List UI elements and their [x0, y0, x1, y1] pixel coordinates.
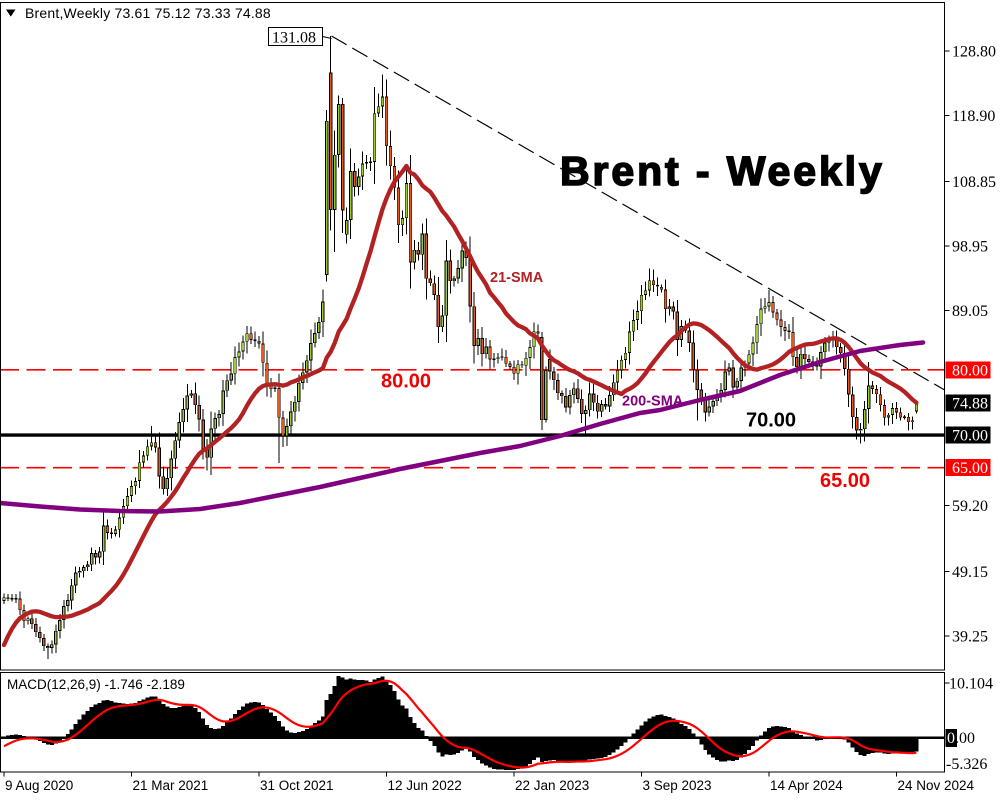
svg-text:65.00: 65.00 [820, 470, 870, 492]
svg-text:Brent - Weekly: Brent - Weekly [560, 148, 885, 194]
svg-text:108.85: 108.85 [952, 174, 996, 191]
svg-text:12 Jun 2022: 12 Jun 2022 [388, 778, 462, 793]
svg-text:39.25: 39.25 [952, 628, 988, 645]
svg-text:70.00: 70.00 [746, 410, 796, 432]
svg-text:70.00: 70.00 [952, 428, 988, 445]
svg-text:89.05: 89.05 [952, 303, 988, 320]
svg-text:24 Nov 2024: 24 Nov 2024 [898, 778, 975, 793]
svg-text:200-SMA: 200-SMA [622, 394, 684, 410]
svg-text:9 Aug 2020: 9 Aug 2020 [5, 778, 73, 793]
svg-text:49.15: 49.15 [952, 564, 988, 581]
svg-text:-5.326: -5.326 [946, 756, 987, 773]
svg-text:14 Apr 2024: 14 Apr 2024 [770, 778, 843, 793]
svg-text:128.80: 128.80 [952, 44, 996, 61]
svg-text:59.20: 59.20 [952, 498, 988, 515]
svg-text:10.104: 10.104 [949, 676, 993, 693]
svg-text:MACD(12,26,9) -1.746 -2.189: MACD(12,26,9) -1.746 -2.189 [7, 677, 185, 692]
svg-text:118.90: 118.90 [952, 108, 995, 125]
svg-text:74.88: 74.88 [952, 396, 988, 413]
svg-text:21-SMA: 21-SMA [490, 270, 544, 286]
svg-text:98.95: 98.95 [952, 239, 988, 256]
svg-text:80.00: 80.00 [381, 371, 431, 393]
svg-text:65.00: 65.00 [952, 460, 988, 477]
svg-text:31 Oct 2021: 31 Oct 2021 [260, 778, 334, 793]
svg-text:Brent,Weekly 73.61 75.12 73.3: Brent,Weekly 73.61 75.12 73.33 74.88 [25, 5, 271, 21]
svg-text:80.00: 80.00 [952, 362, 988, 379]
svg-text:0: 0 [947, 730, 955, 747]
svg-text:3 Sep 2023: 3 Sep 2023 [643, 778, 712, 793]
svg-text:22 Jan 2023: 22 Jan 2023 [515, 778, 589, 793]
svg-text:21 Mar 2021: 21 Mar 2021 [133, 778, 209, 793]
svg-text:131.08: 131.08 [272, 30, 316, 47]
